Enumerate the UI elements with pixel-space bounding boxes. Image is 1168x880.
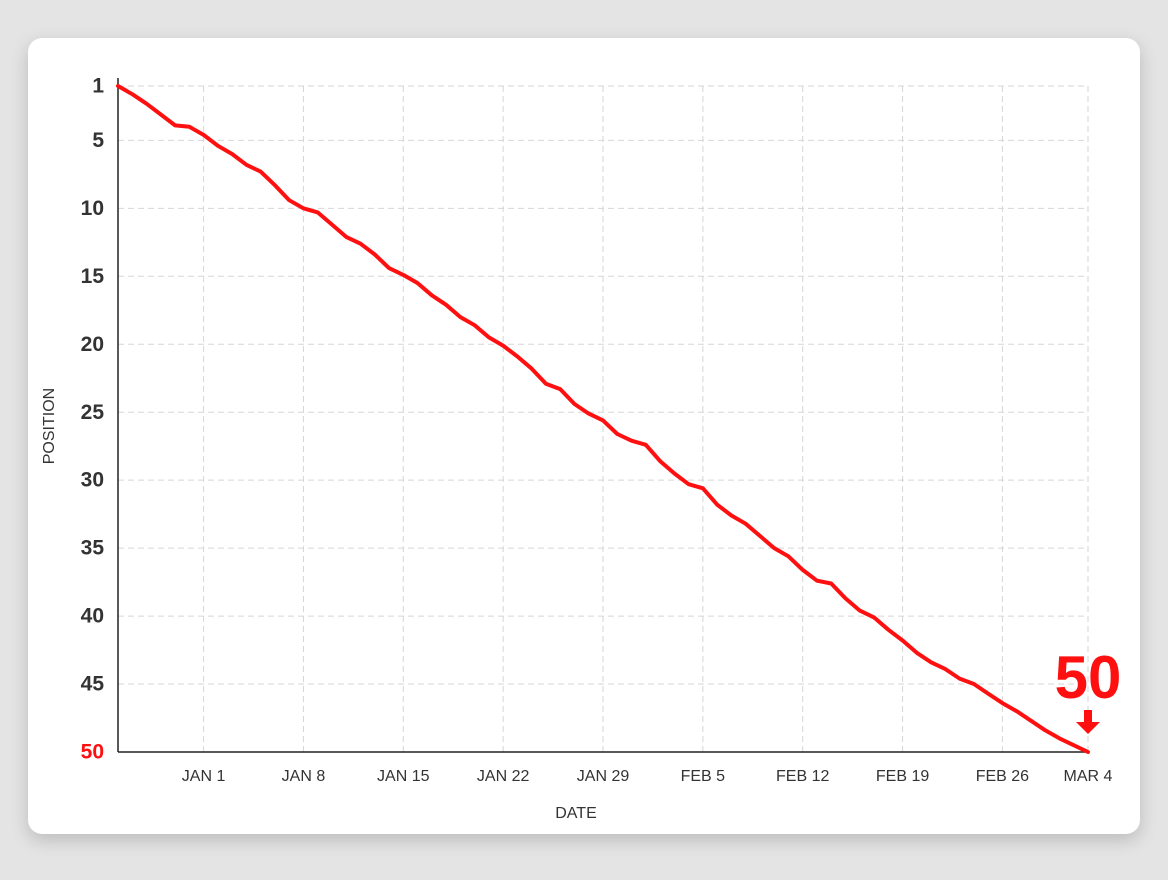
x-tick-label: FEB 19 bbox=[876, 768, 929, 785]
line bbox=[116, 84, 1090, 754]
y-tick-label: 10 bbox=[81, 197, 104, 220]
end-arrow bbox=[1076, 710, 1100, 734]
y-tick-label: 1 bbox=[92, 75, 104, 98]
card bbox=[28, 38, 1140, 834]
y-tick-label: 15 bbox=[81, 265, 105, 288]
y-tick-label: 45 bbox=[81, 673, 105, 696]
x-tick-label: FEB 12 bbox=[776, 768, 829, 785]
x-tick-label: JAN 29 bbox=[577, 768, 630, 785]
y-tick-label: 20 bbox=[81, 333, 104, 356]
y-tick-label: 25 bbox=[81, 401, 105, 424]
x-tick-label: FEB 5 bbox=[681, 768, 726, 785]
y-tick-label: 35 bbox=[81, 537, 105, 560]
x-tick-label: MAR 4 bbox=[1064, 768, 1113, 785]
x-tick-label: JAN 1 bbox=[182, 768, 226, 785]
end-label: 50 bbox=[1055, 644, 1122, 711]
x-tick-label: JAN 22 bbox=[477, 768, 530, 785]
y-tick-label: 40 bbox=[81, 605, 104, 628]
x-tick-label: FEB 26 bbox=[976, 768, 1029, 785]
x-axis-label: DATE bbox=[555, 805, 596, 822]
y-tick-label: 50 bbox=[81, 741, 104, 764]
y-tick-label: 5 bbox=[92, 129, 104, 152]
y-axis-label: POSITION bbox=[41, 388, 58, 464]
y-tick-label: 30 bbox=[81, 469, 104, 492]
x-tick-label: JAN 8 bbox=[282, 768, 326, 785]
x-tick-label: JAN 15 bbox=[377, 768, 430, 785]
